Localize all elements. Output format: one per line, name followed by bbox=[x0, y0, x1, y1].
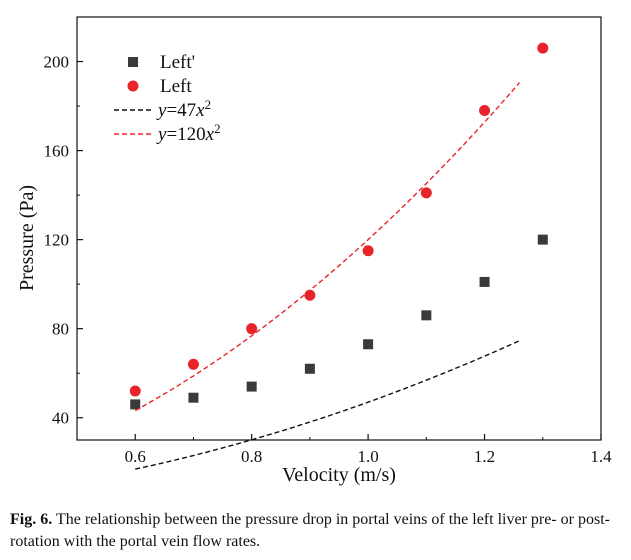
data-point-left bbox=[479, 105, 491, 117]
plot-frame bbox=[76, 16, 602, 441]
fit-curve-120 bbox=[134, 82, 521, 412]
data-point-left-prime bbox=[188, 392, 199, 403]
data-point-left bbox=[129, 385, 141, 397]
legend-label: Left' bbox=[160, 52, 195, 73]
legend-swatch-circle bbox=[127, 80, 139, 92]
x-tick-label: 1.2 bbox=[474, 447, 495, 466]
data-point-left-prime bbox=[479, 276, 490, 287]
plot-area: 0.6 0.8 1.0 1.2 1.4 40 80 120 160 200 bbox=[44, 16, 612, 466]
x-axis-title: Velocity (m/s) bbox=[282, 464, 396, 486]
data-point-left bbox=[246, 323, 258, 335]
figure-caption: Fig. 6. The relationship between the pre… bbox=[10, 509, 622, 553]
x-tick-label: 0.6 bbox=[125, 447, 146, 466]
y-tick-label: 160 bbox=[44, 142, 70, 161]
x-tick-label: 1.4 bbox=[590, 447, 612, 466]
data-point-left-prime bbox=[421, 310, 432, 321]
x-tick-label: 0.8 bbox=[241, 447, 262, 466]
y-tick-label: 200 bbox=[44, 53, 70, 72]
legend-label: y=120x2 bbox=[156, 121, 221, 145]
data-point-left bbox=[537, 42, 549, 54]
legend-label: y=47x2 bbox=[156, 97, 211, 121]
figure-caption-label: Fig. 6. bbox=[10, 511, 53, 528]
y-axis-title: Pressure (Pa) bbox=[16, 185, 38, 291]
legend-label: Left bbox=[160, 76, 192, 97]
figure-caption-text: The relationship between the pressure dr… bbox=[10, 511, 610, 550]
data-marks bbox=[129, 42, 549, 470]
x-tick-label: 1.0 bbox=[357, 447, 378, 466]
y-tick-label: 80 bbox=[52, 320, 69, 339]
data-point-left-prime bbox=[304, 363, 315, 374]
data-point-left bbox=[304, 289, 316, 301]
y-tick-label: 120 bbox=[44, 231, 70, 250]
data-point-left-prime bbox=[130, 399, 141, 410]
data-point-left bbox=[420, 187, 432, 199]
data-point-left-prime bbox=[363, 339, 374, 350]
data-point-left-prime bbox=[537, 234, 548, 245]
data-point-left bbox=[187, 358, 199, 370]
data-point-left bbox=[362, 245, 374, 257]
data-point-left-prime bbox=[246, 381, 257, 392]
y-tick-label: 40 bbox=[52, 409, 69, 428]
legend-swatch-square bbox=[128, 57, 138, 67]
fit-curve-47 bbox=[135, 340, 520, 470]
